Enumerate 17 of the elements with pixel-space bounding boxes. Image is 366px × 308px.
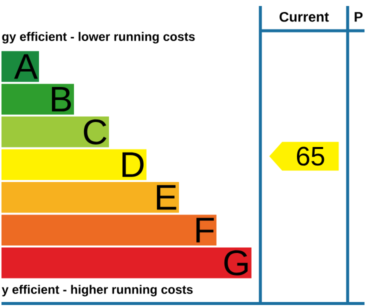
y-tick-label: G	[224, 250, 248, 276]
text: y efficient - higher running costs	[2, 284, 193, 296]
y-tick-label: E	[156, 184, 176, 210]
y-tick-label: F	[196, 218, 214, 242]
text: 65	[296, 146, 324, 166]
y-tick-label: A	[14, 54, 38, 78]
bar	[1, 247, 252, 278]
chart-title: gy efficient - lower running costs	[2, 32, 195, 44]
bar	[1, 116, 109, 148]
bar	[1, 182, 179, 213]
y-tick-label: D	[122, 152, 144, 177]
y-tick-label: B	[52, 86, 71, 112]
text: P	[354, 12, 363, 22]
y-tick-label: C	[84, 119, 106, 144]
bar	[1, 149, 146, 180]
bar	[1, 214, 216, 246]
text: Current	[280, 12, 329, 22]
